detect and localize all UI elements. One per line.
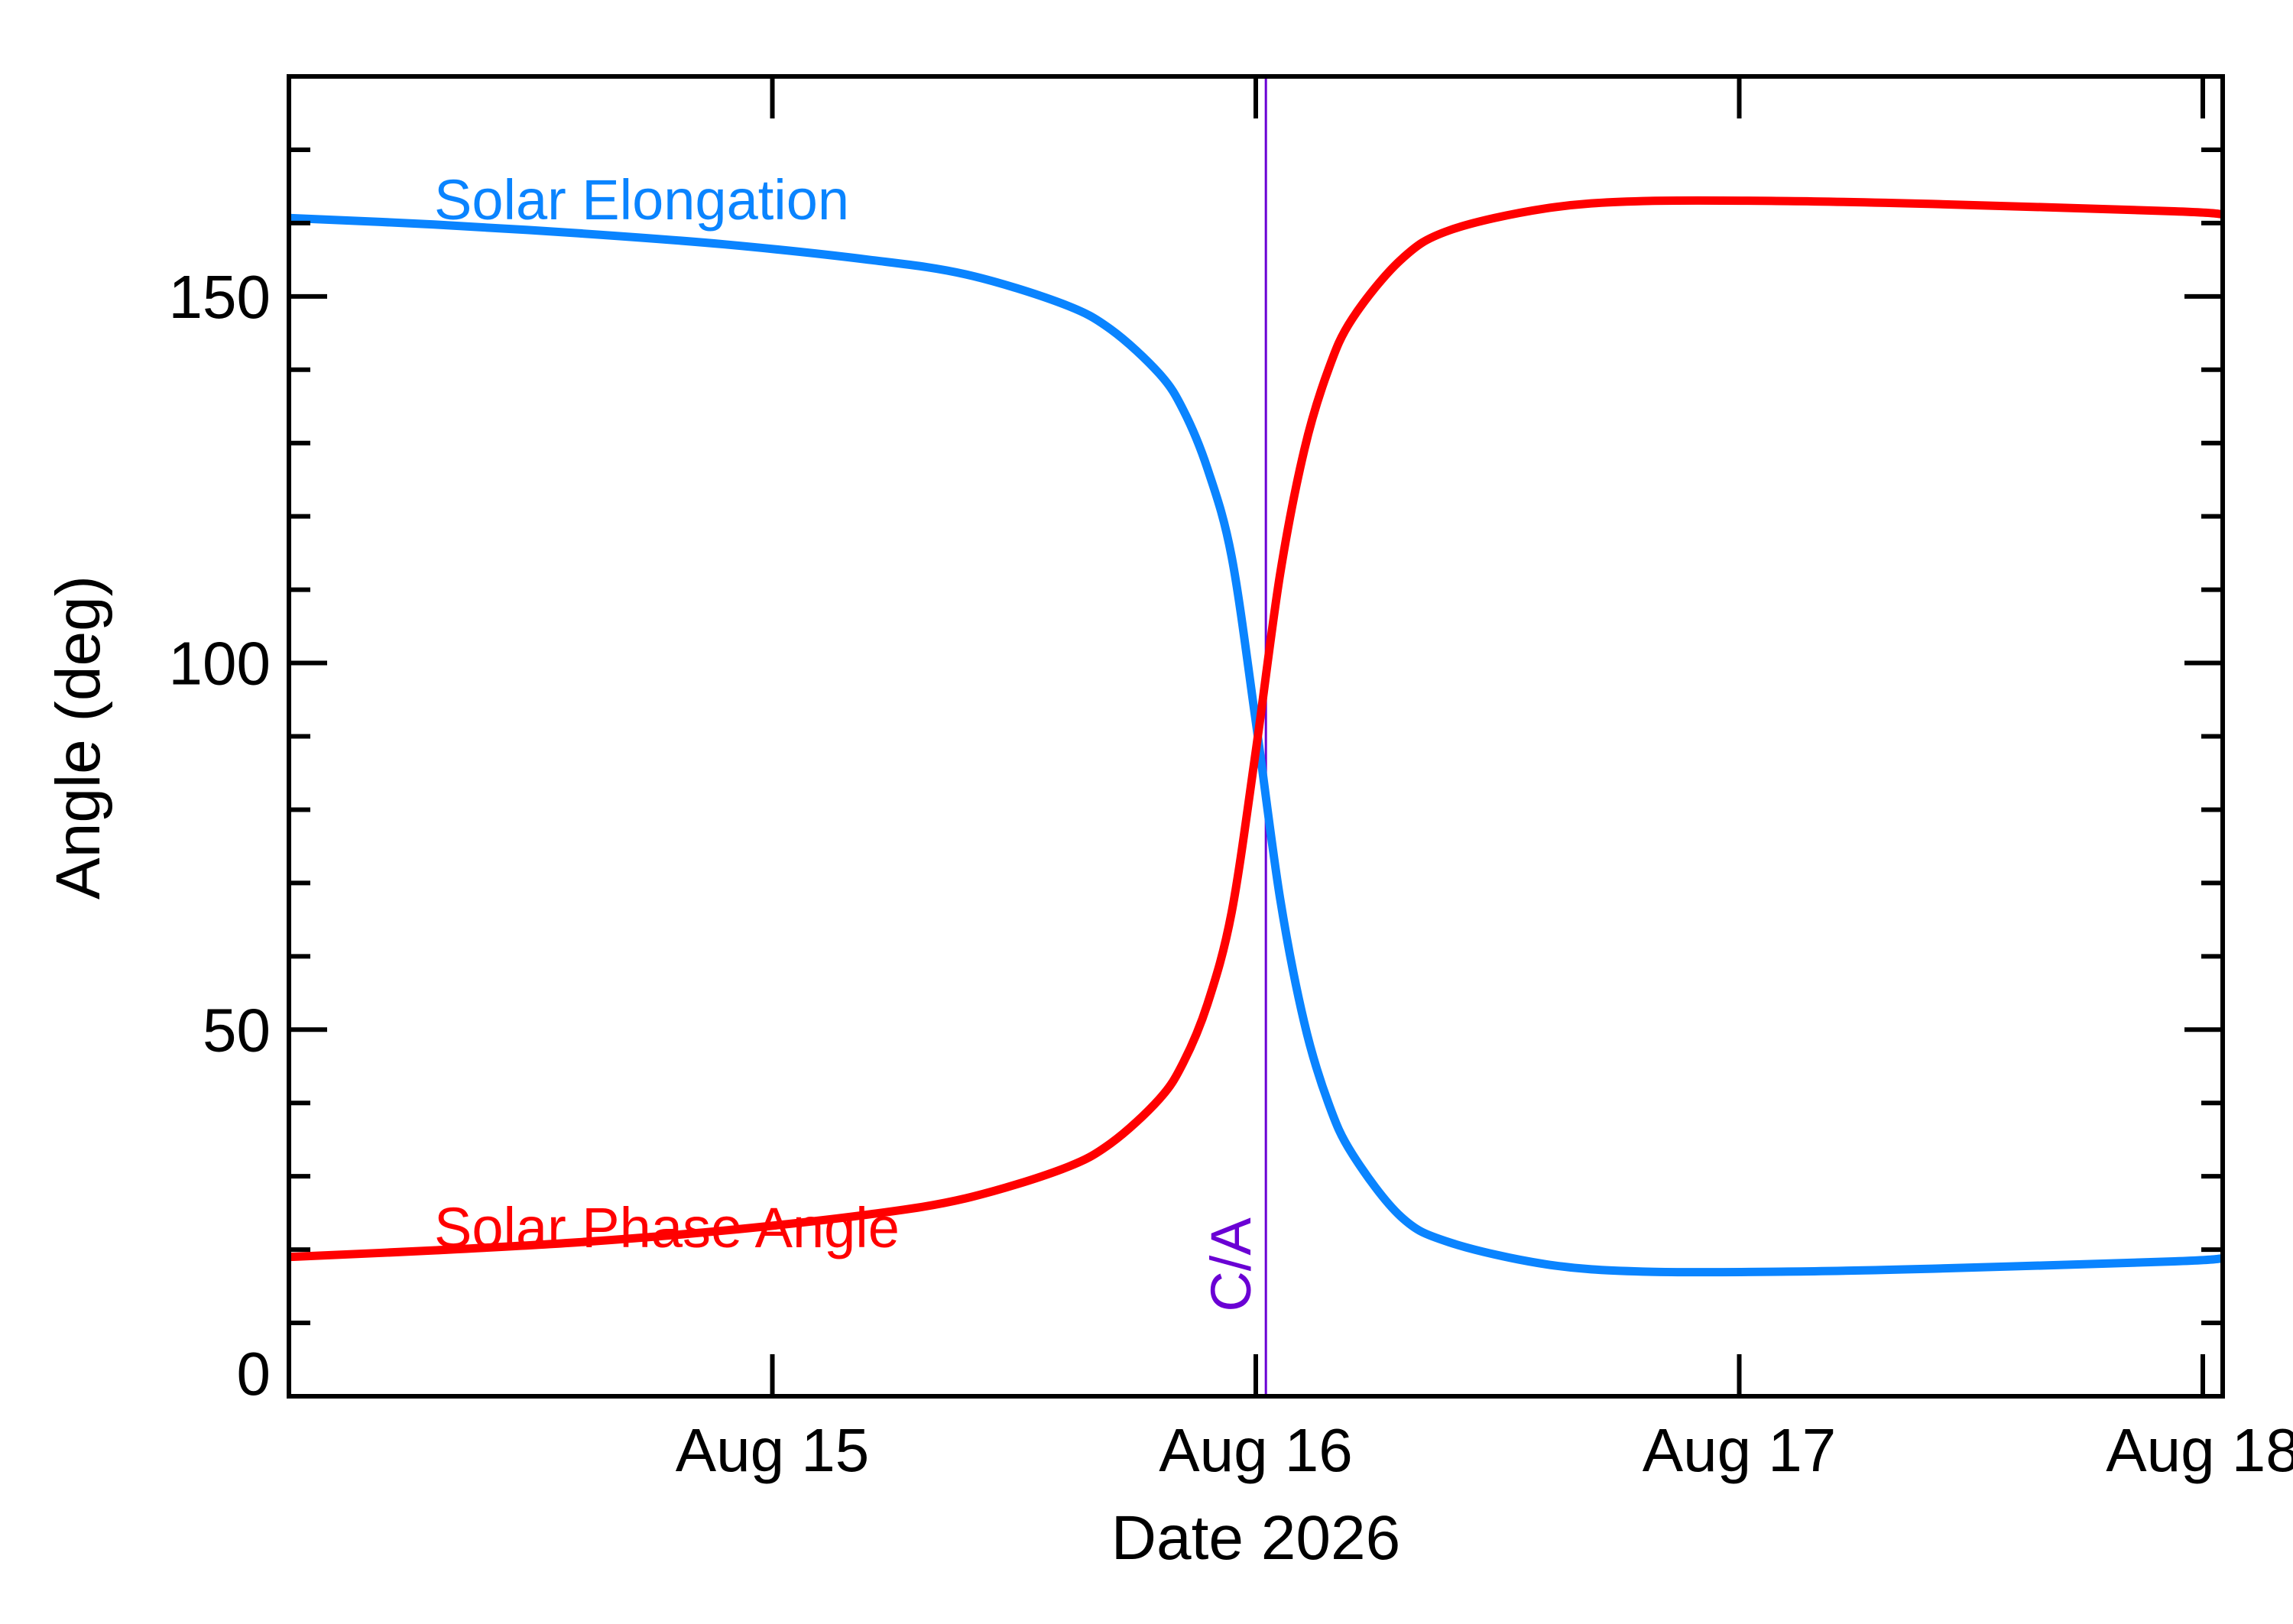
plot-frame bbox=[287, 74, 2225, 1399]
series-label-1: Solar Phase Angle bbox=[434, 1196, 900, 1259]
x-tick-label: Aug 17 bbox=[1643, 1416, 1837, 1484]
plot-marks bbox=[288, 76, 2223, 1396]
x-tick-label: Aug 15 bbox=[676, 1416, 870, 1484]
axis-ticks bbox=[289, 76, 2223, 1396]
x-tick-label: Aug 18 bbox=[2106, 1416, 2293, 1484]
closest-approach-label: C/A bbox=[1199, 1217, 1263, 1312]
y-tick-label: 100 bbox=[169, 630, 271, 698]
y-tick-label: 0 bbox=[237, 1340, 271, 1408]
x-tick-label: Aug 16 bbox=[1159, 1416, 1353, 1484]
series-label-0: Solar Elongation bbox=[434, 168, 849, 232]
x-axis-title: Date 2026 bbox=[1111, 1503, 1400, 1573]
y-tick-label: 50 bbox=[203, 996, 271, 1064]
series-line-1 bbox=[288, 196, 2223, 1262]
axis-labels: C/A Solar Elongation Solar Phase Angle 0 50 1… bbox=[44, 168, 2293, 1573]
y-tick-label: 150 bbox=[169, 263, 271, 331]
y-axis-title: Angle (deg) bbox=[44, 575, 113, 900]
